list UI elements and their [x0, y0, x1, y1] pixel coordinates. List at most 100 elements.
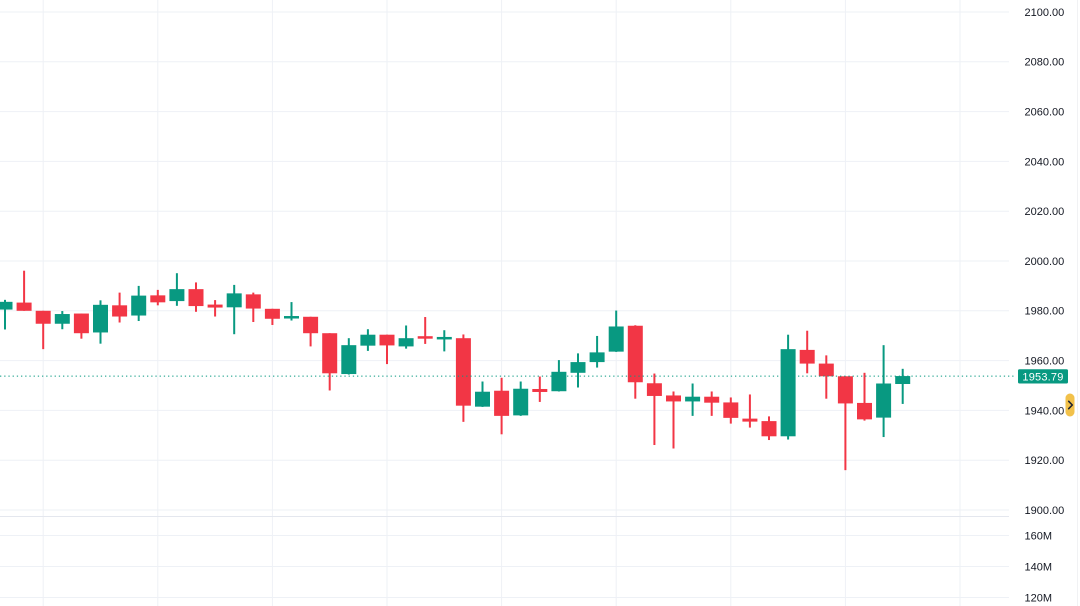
candle [799, 330, 815, 374]
candle [723, 397, 739, 424]
candle-body [589, 352, 605, 363]
volume-tick-label: 160M [1025, 530, 1053, 542]
candle [54, 311, 70, 330]
candle-body [54, 314, 70, 324]
candle-body [284, 316, 299, 319]
candle-wick [710, 391, 713, 416]
candle [818, 355, 834, 399]
candle-body [322, 333, 338, 374]
candle [436, 330, 452, 352]
last-price-value: 1953.79 [1022, 371, 1063, 383]
candle-body [398, 338, 414, 347]
candle-body [455, 338, 471, 406]
candle-body [685, 396, 701, 402]
candle-body [837, 376, 853, 404]
candle [245, 292, 261, 323]
candle-wick [23, 270, 26, 311]
candle [513, 381, 529, 416]
price-tick-label: 2100.00 [1025, 7, 1065, 19]
candle-wick [596, 335, 599, 368]
candle-body [494, 390, 510, 416]
candle-body [112, 305, 128, 317]
candle-body [627, 325, 643, 383]
candle-body [0, 301, 13, 310]
candle-body [742, 418, 758, 422]
candle [494, 377, 510, 435]
price-tick-label: 2000.00 [1025, 256, 1065, 268]
candle [532, 376, 548, 402]
candle [780, 334, 796, 440]
candle-wick [748, 394, 751, 428]
candle-body [93, 304, 108, 333]
candle [570, 353, 586, 388]
candle-body [876, 383, 892, 418]
candle-body [704, 396, 720, 403]
candle-wick [4, 299, 6, 330]
candle [608, 310, 624, 352]
candle-wick [424, 317, 427, 344]
candle-body [646, 383, 662, 396]
candle [93, 300, 108, 344]
candle [455, 334, 471, 422]
price-tick-label: 2040.00 [1025, 156, 1065, 168]
candle [226, 284, 242, 335]
candle-wick [443, 330, 446, 352]
candle [207, 300, 223, 317]
candle-wick [653, 373, 656, 446]
candle-body [723, 402, 739, 418]
candle-wick [844, 376, 847, 471]
candle [742, 394, 758, 428]
last-price-label: 1953.79 [1018, 369, 1068, 384]
candle [857, 372, 872, 421]
candle [398, 325, 414, 349]
candle-wick [386, 334, 388, 365]
candle-body [570, 362, 586, 373]
candle-body [169, 289, 185, 302]
candle-body [341, 345, 357, 375]
candle-body [799, 349, 815, 364]
candle-body [360, 334, 376, 346]
candle-body [436, 336, 452, 340]
candle [131, 285, 147, 322]
candle-body [226, 293, 242, 308]
candle-body [379, 334, 395, 346]
candle [188, 282, 204, 312]
price-axis-labels: 2100.00 2080.00 2060.00 2040.00 2020.00 2000.… [1025, 7, 1065, 517]
candle-body [895, 376, 911, 385]
candle-body [264, 308, 280, 319]
candle [475, 381, 490, 407]
scroll-to-realtime-button[interactable] [1065, 393, 1075, 417]
candle [627, 325, 643, 399]
candle-body [475, 391, 490, 407]
candle-wick [214, 300, 217, 317]
candle [646, 373, 662, 446]
candle-body [150, 295, 166, 303]
candle-wick [233, 284, 236, 335]
candle-body [857, 402, 872, 420]
candle-body [188, 289, 204, 307]
candle [35, 310, 51, 350]
candle-wick [901, 368, 904, 404]
candle-wick [825, 355, 828, 399]
candle [16, 270, 32, 311]
price-tick-label: 1960.00 [1025, 356, 1065, 368]
candle-wick [405, 325, 408, 349]
chevron-right-icon [1067, 400, 1074, 410]
candle [322, 333, 338, 391]
grid [0, 0, 1009, 606]
candle-body [417, 336, 433, 339]
price-tick-label: 1980.00 [1025, 306, 1065, 318]
candle [264, 308, 280, 325]
price-tick-label: 2060.00 [1025, 107, 1065, 119]
candle-body [16, 302, 32, 311]
candle-body [131, 295, 147, 316]
candle-body [551, 371, 567, 392]
candle-wick [290, 302, 293, 321]
candle [341, 338, 357, 375]
candle [685, 383, 701, 416]
candle [150, 289, 166, 306]
candle-wick [42, 310, 45, 350]
candle-body [73, 313, 89, 334]
